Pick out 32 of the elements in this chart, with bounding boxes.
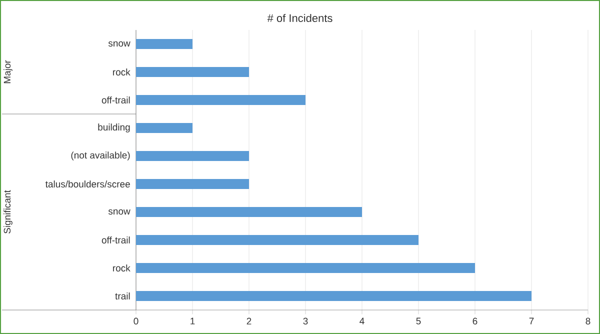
x-tick-label: 7 — [529, 318, 534, 324]
x-tick-label: 6 — [472, 318, 478, 324]
y-tick-label: building — [98, 124, 130, 132]
text: Major — [4, 60, 12, 84]
bar — [136, 235, 419, 245]
y-tick-label: (not available) — [71, 152, 130, 160]
y-tick-label: rock — [113, 264, 130, 272]
x-tick-label: 0 — [134, 318, 138, 324]
chart-title: # of Incidents — [267, 14, 332, 22]
x-tick-label: 8 — [586, 318, 590, 324]
x-tick-label: 1 — [190, 318, 195, 324]
x-tick-label: 4 — [360, 318, 364, 324]
y-tick-label: snow — [108, 41, 130, 47]
bar — [136, 38, 193, 49]
bar — [136, 150, 250, 161]
bar — [136, 263, 475, 273]
y-tick-label: off-trail — [102, 96, 130, 104]
bar — [136, 291, 532, 301]
bar — [136, 178, 250, 189]
bar — [136, 94, 306, 105]
x-tick-label: 2 — [246, 318, 252, 324]
x-tick-label: 3 — [303, 318, 308, 324]
x-tick-label: 5 — [416, 318, 421, 324]
y-tick-label: snow — [108, 209, 130, 215]
y-tick-label: off-trail — [102, 236, 130, 244]
y-tick-label: talus/boulders/scree — [45, 180, 130, 188]
bar — [136, 122, 193, 133]
bar — [136, 207, 362, 217]
y-tick-label: rock — [113, 68, 130, 76]
text: Significant — [4, 190, 12, 234]
y-tick-label: trail — [115, 292, 130, 300]
bar — [136, 66, 250, 77]
